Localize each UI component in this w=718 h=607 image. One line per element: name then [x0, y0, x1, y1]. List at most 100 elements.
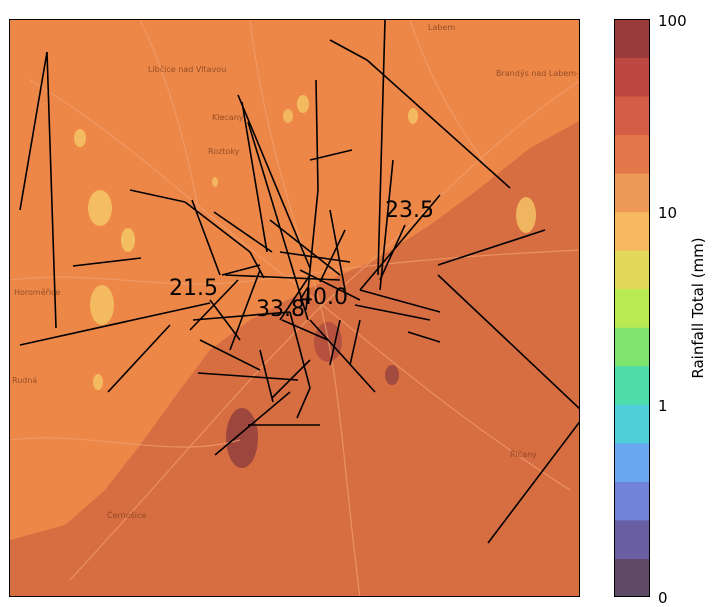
extreme-rain-cell [226, 408, 258, 468]
storm-track-segment [366, 59, 511, 189]
colorbar-tick-label: 10 [658, 204, 678, 222]
light-rain-cell [297, 95, 309, 113]
place-label: Libčice nad Vltavou [148, 64, 226, 74]
storm-track-segment [221, 264, 261, 276]
storm-track-segment [329, 39, 368, 61]
road [139, 20, 201, 221]
station-label: 21.5 [169, 276, 218, 301]
light-rain-cell [516, 197, 536, 233]
station-label: 40.0 [299, 285, 348, 310]
road [409, 20, 491, 171]
colorbar-tick-label: 1 [658, 397, 668, 415]
colorbar-band [614, 288, 650, 328]
heavy-rain-zone [10, 121, 579, 596]
colorbar-axis-label: Rainfall Total (mm) [689, 237, 707, 379]
colorbar-band [614, 96, 650, 136]
light-rain-cell [88, 190, 112, 226]
light-rain-cell [283, 109, 293, 123]
colorbar-tick-label: 100 [658, 12, 687, 30]
storm-track-segment [129, 189, 186, 203]
colorbar-band [614, 134, 650, 174]
colorbar-band [614, 558, 650, 597]
place-label: Labem [428, 23, 455, 32]
colorbar-band [614, 404, 650, 444]
map-canvas: Libčice nad Vltavou Klecany Roztoky Bran… [10, 20, 580, 596]
storm-track-segment [72, 257, 142, 267]
storm-track-segment [359, 289, 441, 313]
storm-track-segment [224, 274, 341, 281]
colorbar-tick-label: 0 [658, 589, 668, 607]
road [10, 437, 241, 448]
colorbar-band [614, 519, 650, 559]
colorbar-band [614, 19, 650, 59]
storm-track-segment [487, 421, 579, 544]
storm-track-segment [271, 359, 311, 399]
rainfall-map[interactable]: Libčice nad Vltavou Klecany Roztoky Bran… [9, 19, 580, 597]
light-rain-cell [408, 108, 418, 124]
colorbar-band [614, 211, 650, 251]
storm-track-segment [107, 324, 171, 393]
storm-track-segment [309, 319, 376, 393]
storm-track-segment [309, 149, 353, 161]
storm-track-segment [19, 51, 48, 211]
storm-track-segment [247, 121, 309, 321]
colorbar-band [614, 327, 650, 367]
colorbar [614, 19, 650, 597]
place-label: Klecany [212, 113, 244, 122]
storm-track-segment [209, 299, 241, 341]
storm-track-segment [377, 20, 386, 276]
light-rain-cell [212, 177, 218, 187]
colorbar-band [614, 365, 650, 405]
storm-track-segment [305, 189, 319, 311]
storm-track-segment [349, 319, 361, 366]
storm-track-segment [296, 387, 311, 419]
road [29, 79, 571, 491]
storm-track-segment [241, 101, 268, 253]
storm-track-segment [359, 194, 441, 291]
place-label: Rudná [12, 376, 37, 385]
extreme-rain-cell [385, 365, 399, 385]
storm-track-segment [379, 159, 394, 291]
storm-track-segment [354, 304, 431, 321]
storm-track-segment [199, 339, 261, 371]
colorbar-border [614, 19, 650, 597]
storm-track-segment [315, 79, 319, 191]
storm-track-segment [19, 302, 211, 346]
storm-track-segment [329, 209, 346, 291]
storm-track-segment [237, 94, 311, 269]
place-label: Horoměřice [14, 288, 61, 297]
station-label: 23.5 [385, 198, 434, 223]
storm-track-segment [329, 319, 341, 366]
storm-track-segment [213, 211, 273, 253]
colorbar-band [614, 250, 650, 290]
storm-tracks [19, 20, 579, 544]
storm-track-segment [229, 269, 261, 351]
colorbar-band [614, 442, 650, 482]
storm-track-segment [407, 331, 441, 343]
storm-track-segment [437, 229, 546, 266]
basemap-roads [10, 20, 579, 596]
road [10, 249, 579, 285]
storm-track-segment [192, 311, 291, 321]
storm-track-segment [281, 319, 329, 341]
light-rain-cell [121, 228, 135, 252]
place-label: Černošice [107, 509, 146, 520]
storm-track-segment [437, 274, 579, 410]
place-label: Brandýs nad Labem-Stará Boleslav [496, 69, 580, 78]
storm-track-segment [279, 251, 351, 263]
light-rain-cell [74, 129, 86, 147]
storm-track-segment [259, 349, 274, 403]
station-label: 33.8 [256, 297, 305, 322]
place-label: Říčany [510, 449, 537, 459]
colorbar-band [614, 57, 650, 97]
storm-track-segment [214, 391, 291, 456]
light-rain-cell [93, 374, 103, 390]
colorbar-band [614, 173, 650, 213]
storm-track-segment [279, 274, 311, 321]
colorbar-band [614, 481, 650, 521]
storm-track-segment [197, 372, 299, 381]
storm-track-segment [46, 51, 57, 329]
storm-track-segment [319, 229, 346, 283]
light-rain-cell [90, 285, 114, 325]
